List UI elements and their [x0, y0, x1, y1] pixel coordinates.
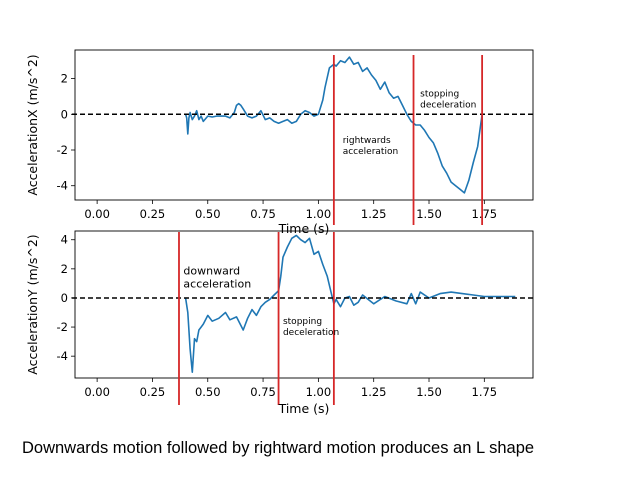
x-tick-label: 0.25 — [140, 385, 166, 399]
annotation-text: downward — [183, 265, 240, 278]
plot-frame — [74, 49, 534, 201]
x-tick-label: 1.00 — [306, 385, 332, 399]
x-tick-label: 1.25 — [361, 385, 387, 399]
annotation-text: acceleration — [343, 147, 398, 157]
annotation-text: stopping — [420, 89, 459, 99]
x-tick-label: 1.50 — [416, 207, 442, 221]
y-axis-label: AccelerationX (m/s^2) — [25, 54, 40, 195]
annotation-text: deceleration — [283, 328, 339, 338]
y-tick-label: 0 — [61, 291, 68, 305]
x-tick-label: 0.75 — [250, 207, 276, 221]
chart-acceleration-y: 0.00 0.25 0.50 0.75 1.00 1.25 1.50 1.75 4 2 0 -2 -4 d… — [25, 230, 536, 416]
x-axis-label: Time (s) — [278, 401, 330, 416]
x-tick-label: 0.25 — [140, 207, 166, 221]
y-tick-label: 4 — [61, 233, 68, 247]
y-axis-label: AccelerationY (m/s^2) — [25, 234, 40, 374]
annotation-text: rightwards — [343, 136, 391, 146]
annotation-text: deceleration — [420, 100, 476, 110]
x-tick-label: 1.25 — [361, 207, 387, 221]
y-tick-label: -4 — [57, 179, 68, 193]
series-line — [184, 234, 516, 374]
x-tick-label: 0.75 — [250, 385, 276, 399]
y-tick-label: 0 — [61, 107, 68, 121]
annotation-text: stopping — [283, 317, 322, 327]
series-line — [184, 56, 483, 194]
x-axis-label: Time (s) — [278, 221, 330, 236]
y-tick-label: -2 — [57, 320, 68, 334]
x-tick-label: 1.75 — [472, 207, 498, 221]
x-tick-label: 0.50 — [195, 207, 221, 221]
y-tick-label: -2 — [57, 143, 68, 157]
x-tick-label: 0.50 — [195, 385, 221, 399]
x-tick-label: 0.00 — [84, 385, 110, 399]
x-tick-label: 1.75 — [472, 385, 498, 399]
y-tick-label: 2 — [61, 72, 68, 86]
chart-acceleration-x: 0.00 0.25 0.50 0.75 1.00 1.25 1.50 1.75 2 0 -2 -4 ri… — [25, 49, 536, 236]
x-tick-label: 1.00 — [306, 207, 332, 221]
x-tick-label: 1.50 — [416, 385, 442, 399]
annotation-text: acceleration — [183, 278, 251, 291]
y-tick-label: 2 — [61, 262, 68, 276]
plot-frame — [74, 230, 534, 379]
x-tick-label: 0.00 — [84, 207, 110, 221]
y-tick-label: -4 — [57, 349, 68, 363]
figure-caption: Downwards motion followed by rightward m… — [22, 439, 535, 457]
